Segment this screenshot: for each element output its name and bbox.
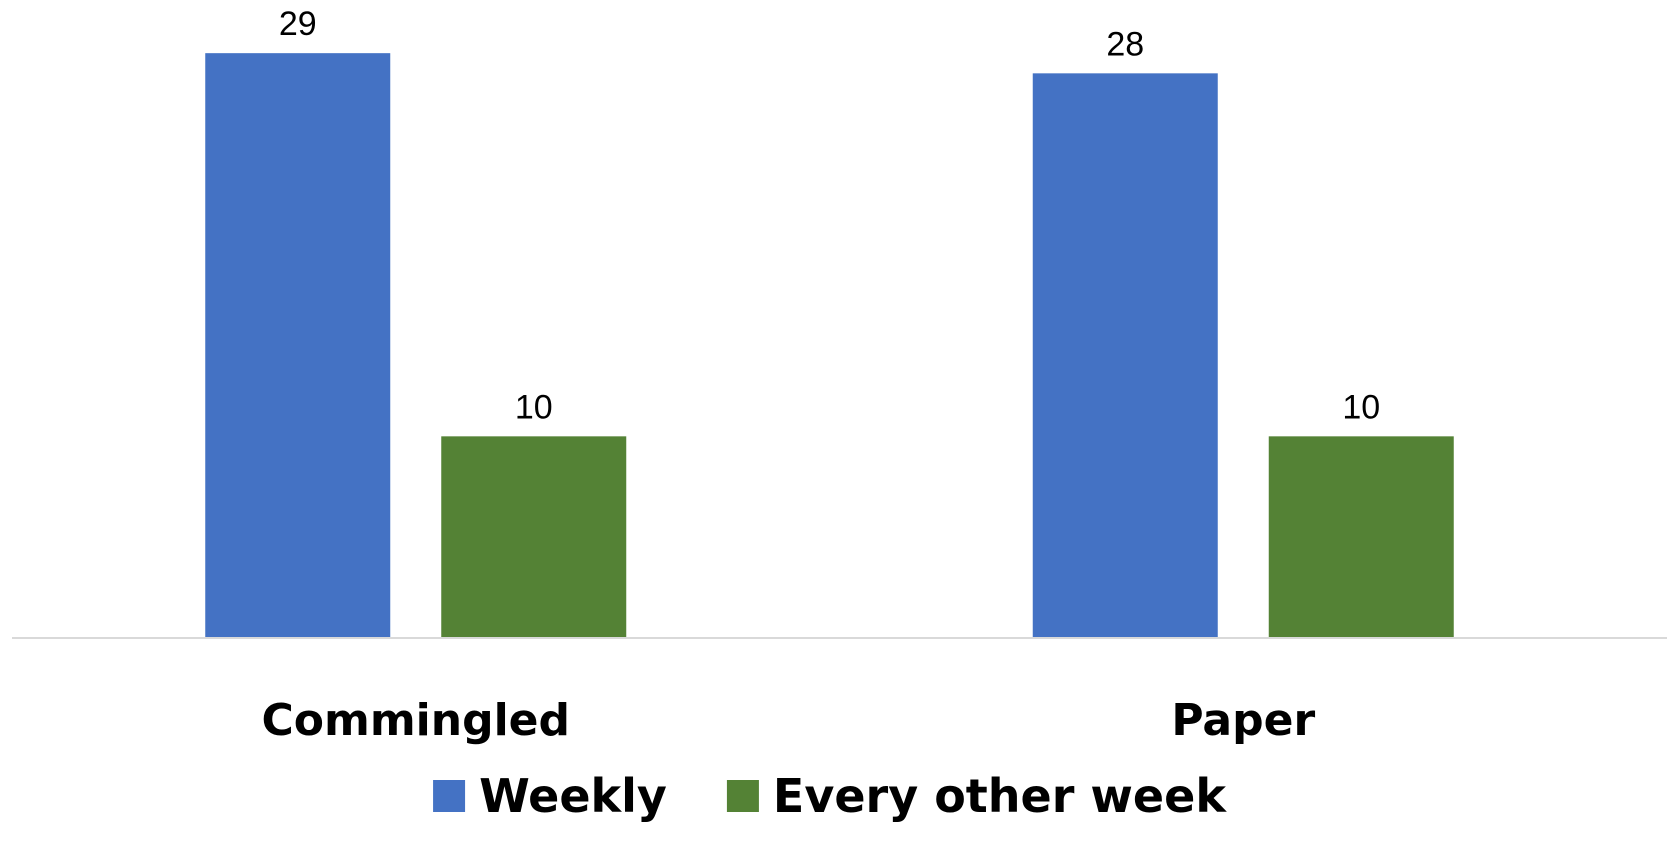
value-label-commingled-weekly: 29 xyxy=(279,5,317,43)
bars-layer xyxy=(205,53,1454,639)
bar-commingled-every-other-week xyxy=(441,436,627,638)
value-labels-layer: 29 10 28 10 xyxy=(279,5,1380,426)
bar-paper-every-other-week xyxy=(1268,436,1454,638)
legend-swatch-weekly xyxy=(433,780,466,812)
category-label-commingled: Commingled xyxy=(261,695,570,746)
category-labels-layer: Commingled Paper xyxy=(261,695,1315,746)
value-label-paper-every-other-week: 10 xyxy=(1342,388,1380,426)
legend-label-every-other-week: Every other week xyxy=(773,769,1227,823)
bar-paper-weekly xyxy=(1032,73,1218,639)
legend: Weekly Every other week xyxy=(433,769,1227,823)
value-label-commingled-every-other-week: 10 xyxy=(515,388,553,426)
legend-label-weekly: Weekly xyxy=(479,769,667,823)
value-label-paper-weekly: 28 xyxy=(1106,25,1144,63)
category-label-paper: Paper xyxy=(1171,695,1315,746)
bar-commingled-weekly xyxy=(205,53,391,638)
legend-swatch-every-other-week xyxy=(726,780,759,812)
legend-item-weekly: Weekly xyxy=(433,769,667,823)
legend-item-every-other-week: Every other week xyxy=(726,769,1227,823)
